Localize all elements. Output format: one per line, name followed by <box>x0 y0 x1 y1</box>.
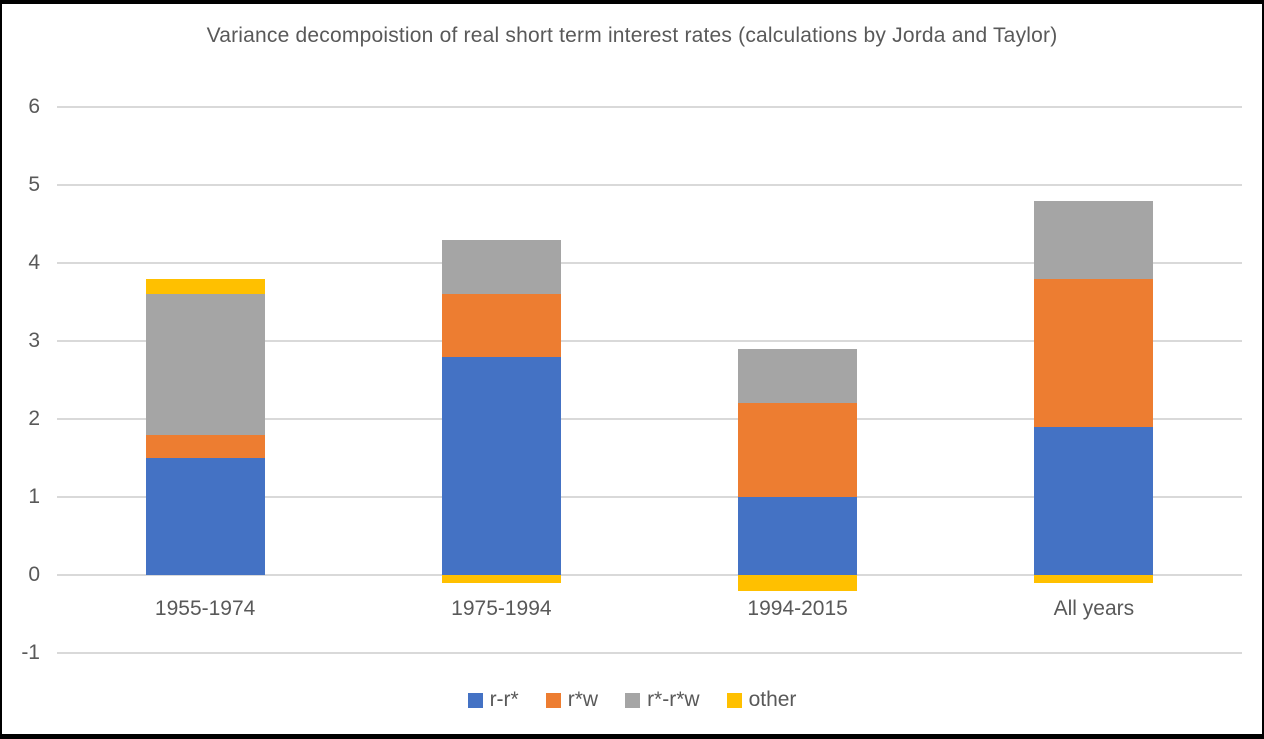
bar-segment <box>145 278 265 295</box>
y-tick-label: 4 <box>28 251 40 274</box>
y-tick-label: 1 <box>28 485 40 508</box>
gridline <box>57 652 1242 654</box>
legend-swatch <box>545 692 561 708</box>
x-category-label: All years <box>1053 597 1135 620</box>
x-category-label: 1955-1974 <box>154 597 256 620</box>
gridline <box>57 496 1242 498</box>
gridline <box>57 184 1242 186</box>
bar-segment <box>441 356 561 575</box>
legend-swatch <box>726 692 742 708</box>
y-tick-label: 3 <box>28 329 40 352</box>
bar-segment <box>145 458 265 575</box>
legend-label: other <box>748 688 797 711</box>
bar-segment <box>738 348 858 404</box>
legend-swatch <box>467 692 483 708</box>
bar-segment <box>145 434 265 458</box>
gridline <box>57 574 1242 576</box>
chart-title: Variance decompoistion of real short ter… <box>206 24 1058 47</box>
legend-label: r-r* <box>489 688 519 711</box>
bar-segment <box>441 294 561 357</box>
bar-segment <box>1034 200 1154 279</box>
bar-segment <box>738 575 858 591</box>
y-tick-label: -1 <box>21 641 40 664</box>
legend-label: r*-r*w <box>647 688 700 711</box>
y-tick-label: 5 <box>28 173 40 196</box>
gridline <box>57 340 1242 342</box>
plot-area: -1 0 1 2 3 4 5 6 1955-1974 1975-1994 1994-2015 All … <box>2 4 1262 734</box>
y-tick-label: 0 <box>28 563 40 586</box>
y-tick-label: 2 <box>28 407 40 430</box>
gridline <box>57 262 1242 264</box>
legend-item: other <box>726 688 797 712</box>
bar-segment <box>441 575 561 583</box>
bar-segment <box>1034 278 1154 427</box>
bar-segment <box>738 403 858 497</box>
bar-segment <box>738 497 858 575</box>
legend-item: r*w <box>545 688 599 712</box>
legend-label: r*w <box>567 688 599 711</box>
legend: r-r* r*w r*-r*w other <box>2 688 1262 712</box>
bar-segment <box>145 294 265 435</box>
gridline <box>57 418 1242 420</box>
bar-segment <box>1034 426 1154 575</box>
x-category-label: 1994-2015 <box>747 597 848 620</box>
legend-item: r*-r*w <box>625 688 700 712</box>
y-tick-label: 6 <box>28 95 40 118</box>
gridline <box>57 106 1242 108</box>
bar-segment <box>441 239 561 295</box>
legend-item: r-r* <box>467 688 519 712</box>
legend-swatch <box>625 692 641 708</box>
x-category-label: 1975-1994 <box>451 597 552 620</box>
bar-segment <box>1034 575 1154 583</box>
